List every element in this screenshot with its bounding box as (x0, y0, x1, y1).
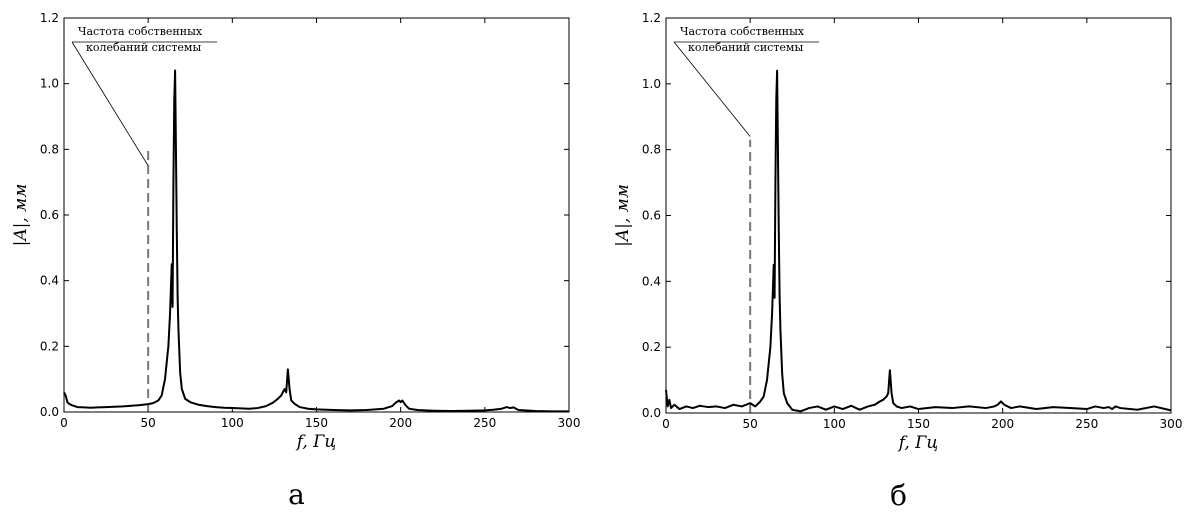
plot-frame (665, 17, 1172, 414)
y-axis-label: |A|, мм (11, 184, 31, 247)
x-tick-label: 50 (743, 417, 758, 431)
spectrum-line (665, 69, 1172, 413)
y-tick-label: 0.0 (40, 405, 59, 419)
x-tick-label: 250 (1075, 417, 1098, 431)
x-tick-label: 250 (473, 416, 496, 430)
x-axis-label: f, Гц (897, 433, 939, 453)
y-tick-label: 0.4 (642, 274, 661, 288)
x-tick-label: 150 (305, 416, 328, 430)
annotation-text: колебаний системы (688, 41, 803, 54)
x-tick-label: 0 (60, 416, 68, 430)
panel-label: а (288, 478, 305, 511)
x-tick-label: 100 (823, 417, 846, 431)
y-axis-label: |A|, мм (613, 184, 633, 247)
y-tick-label: 1.2 (642, 11, 661, 25)
panel: 0.0 0.2 0.4 0.6 0.8 1.0 1.2 0 50 100 150 200 250 300 Ч… (11, 11, 580, 511)
x-tick-label: 300 (558, 416, 581, 430)
panel-label: б (890, 479, 907, 512)
x-tick-label: 150 (907, 417, 930, 431)
x-tick-label: 50 (141, 416, 156, 430)
y-tick-label: 0.4 (40, 274, 59, 288)
x-tick-label: 200 (991, 417, 1014, 431)
annotation-text: Частота собственных (680, 25, 805, 38)
y-tick-label: 1.2 (40, 11, 59, 25)
y-tick-label: 1.0 (40, 77, 59, 91)
annotation-leader (71, 41, 149, 166)
y-tick-label: 1.0 (642, 77, 661, 91)
y-tick-label: 0.8 (642, 143, 661, 157)
annotation-leader (673, 41, 751, 137)
y-tick-label: 0.2 (642, 340, 661, 354)
spectrum-line (63, 69, 569, 413)
x-tick-label: 200 (389, 416, 412, 430)
x-tick-label: 300 (1160, 417, 1183, 431)
x-tick-label: 0 (662, 417, 670, 431)
y-tick-label: 0.6 (40, 208, 59, 222)
annotation-text: колебаний системы (86, 41, 201, 54)
y-tick-label: 0.8 (40, 142, 59, 156)
panel: 0.0 0.2 0.4 0.6 0.8 1.0 1.2 0 50 100 150 200 250 300 Ч… (613, 11, 1182, 512)
y-tick-label: 0.6 (642, 209, 661, 223)
x-axis-label: f, Гц (295, 432, 337, 452)
y-tick-label: 0.0 (642, 406, 661, 420)
annotation-text: Частота собственных (78, 25, 203, 38)
y-tick-label: 0.2 (40, 339, 59, 353)
plot-frame (63, 17, 570, 413)
x-tick-label: 100 (221, 416, 244, 430)
